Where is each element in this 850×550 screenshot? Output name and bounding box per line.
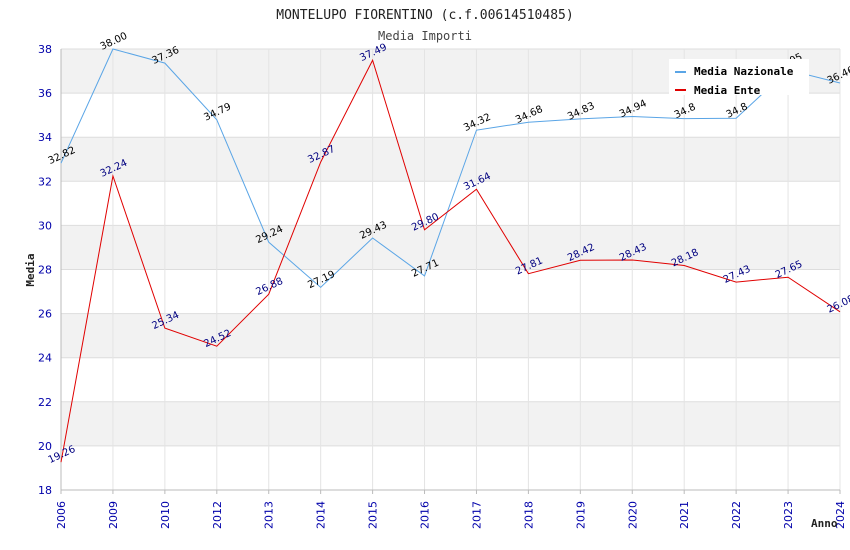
legend-box [669, 59, 809, 95]
plot-band [61, 269, 840, 314]
chart-title: MONTELUPO FIORENTINO (c.f.00614510485) [276, 8, 573, 23]
x-tick-label: 2006 [55, 501, 68, 529]
y-tick-label: 34 [38, 131, 52, 144]
y-tick-label: 32 [38, 175, 52, 188]
x-tick-label: 2022 [730, 501, 743, 529]
x-tick-label: 2019 [574, 501, 587, 529]
plot-band [61, 313, 840, 358]
x-tick-label: 2016 [419, 501, 432, 529]
plot-band [61, 93, 840, 138]
legend-label-media-nazionale: Media Nazionale [694, 65, 794, 78]
x-tick-label: 2017 [470, 501, 483, 529]
y-tick-label: 22 [38, 396, 52, 409]
plot-band [61, 357, 840, 402]
legend-label-media-ente: Media Ente [694, 84, 761, 97]
x-tick-label: 2009 [107, 501, 120, 529]
y-tick-label: 28 [38, 264, 52, 277]
y-tick-label: 26 [38, 308, 52, 321]
y-tick-label: 30 [38, 219, 52, 232]
x-tick-label: 2023 [782, 501, 795, 529]
x-tick-label: 2024 [834, 501, 847, 529]
legend: Media Nazionale Media Ente [669, 59, 809, 97]
x-tick-label: 2012 [211, 501, 224, 529]
y-tick-label: 38 [38, 43, 52, 56]
x-axis-ticks: 2006 2009 2010 2012 2013 2014 2015 2016 2017 2018… [55, 490, 847, 529]
plot-band [61, 401, 840, 446]
x-tick-label: 2014 [315, 501, 328, 529]
x-tick-label: 2010 [159, 501, 172, 529]
x-tick-label: 2015 [367, 501, 380, 529]
y-tick-label: 18 [38, 484, 52, 497]
x-tick-label: 2021 [678, 501, 691, 529]
plot-band [61, 137, 840, 182]
y-tick-label: 36 [38, 87, 52, 100]
x-tick-label: 2018 [522, 501, 535, 529]
y-tick-label: 20 [38, 440, 52, 453]
plot-band [61, 225, 840, 270]
y-axis-label: Media [24, 253, 37, 286]
series-line-media-nazionale [60, 48, 841, 289]
plot-background-bands [61, 49, 840, 490]
x-axis-label: Anno [811, 517, 838, 530]
series-line-media-ente [60, 58, 841, 463]
y-tick-label: 24 [38, 352, 52, 365]
x-tick-label: 2020 [626, 501, 639, 529]
y-axis-ticks: 18 20 22 24 26 28 30 32 34 36 38 [38, 43, 52, 497]
chart-subtitle: Media Importi [378, 29, 472, 43]
plot-band [61, 445, 840, 490]
series-layer [60, 48, 841, 463]
x-tick-label: 2013 [263, 501, 276, 529]
